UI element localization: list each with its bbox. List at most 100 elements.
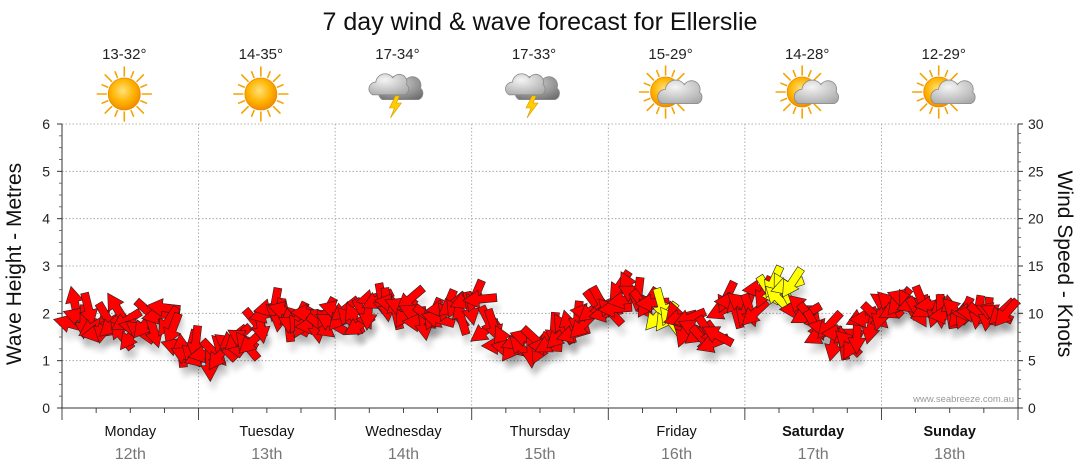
day-date-label: 16th [661, 446, 692, 463]
day-date-label: 13th [251, 446, 282, 463]
partly-cloudy-icon [775, 65, 839, 119]
cloud-shape [793, 79, 839, 104]
sun-ray [919, 72, 928, 81]
sun-ray [813, 103, 822, 112]
right-tick-label: 20 [1028, 211, 1044, 227]
sun-disc [244, 77, 278, 111]
temperature-label: 14-35° [239, 46, 283, 63]
sun-ray [655, 106, 660, 115]
sun-ray [792, 69, 797, 78]
day-date-label: 17th [798, 446, 829, 463]
sun-ray [929, 106, 934, 115]
day-labels: Monday 12th Tuesday 13th Wednesday 14th Thursd… [104, 424, 975, 463]
sun-ray [780, 97, 788, 102]
sun-ray [136, 74, 145, 83]
source-credit: www.seabreeze.com.au [912, 394, 1014, 405]
temperature-label: 17-34° [375, 46, 419, 63]
day-date-label: 12th [115, 446, 146, 463]
temperature-label: 13-32° [102, 46, 146, 63]
partly-cloudy-icon [911, 65, 976, 119]
left-tick-label: 5 [42, 163, 50, 179]
lightning-bolt [388, 95, 403, 119]
sun-ray [807, 106, 812, 115]
day-name-label: Thursday [510, 424, 571, 440]
temperature-label: 14-28° [785, 46, 829, 63]
right-tick-label: 25 [1028, 163, 1044, 179]
day-name-label: Sunday [924, 424, 976, 440]
sun-ray [130, 71, 135, 79]
wind-series [52, 264, 1021, 383]
sun-ray [276, 100, 284, 104]
sun-ray [944, 69, 949, 78]
temperature-label: 12-29° [922, 46, 966, 63]
sun-ray [782, 103, 791, 112]
sun-ray [104, 105, 113, 114]
sun-ray [114, 71, 119, 79]
sun-ray [240, 105, 249, 114]
sun-ray [916, 82, 924, 87]
right-axis-title: Wind Speed - Knots [1053, 171, 1076, 358]
left-tick-label: 3 [42, 258, 50, 274]
sun-ray [101, 84, 109, 88]
sun-ray [643, 97, 651, 102]
sun-ray [671, 69, 676, 78]
right-tick-label: 10 [1028, 305, 1044, 321]
sun-ray [671, 106, 676, 115]
wind-arrow [782, 266, 805, 298]
cloud-shape [657, 79, 703, 104]
sunny-icon [233, 66, 289, 122]
wind-arrow [701, 326, 735, 348]
sun-ray [929, 69, 934, 78]
sun-ray [916, 97, 924, 102]
left-tick-label: 6 [42, 116, 50, 132]
temperature-label: 15-29° [648, 46, 692, 63]
day-date-label: 14th [388, 446, 419, 463]
sun-ray [646, 72, 655, 81]
right-tick-label: 30 [1028, 116, 1044, 132]
day-name-label: Saturday [782, 424, 844, 440]
storm-icon [368, 73, 424, 119]
day-date-label: 18th [934, 446, 965, 463]
sun-ray [266, 109, 271, 117]
cloud-shape [930, 79, 976, 104]
lightning-bolt [525, 95, 539, 119]
sun-ray [140, 84, 148, 88]
temperature-label: 17-33° [512, 46, 556, 63]
partly-cloudy-icon [638, 65, 703, 119]
sun-ray [813, 72, 822, 81]
day-name-label: Tuesday [239, 424, 295, 440]
sun-ray [919, 103, 928, 112]
cloud-shape [505, 73, 546, 96]
wind-arrow [994, 297, 1021, 327]
chart-title: 7 day wind & wave forecast for Ellerslie [323, 8, 758, 36]
right-tick-label: 5 [1028, 353, 1036, 369]
left-axis-title: Wave Height - Metres [3, 163, 26, 365]
sun-ray [944, 106, 949, 115]
sun-ray [949, 72, 958, 81]
sun-ray [676, 103, 685, 112]
weather-icon-row [96, 65, 976, 122]
sunny-icon [96, 66, 153, 122]
sun-ray [140, 100, 148, 104]
sun-ray [101, 100, 109, 104]
sun-ray [643, 82, 651, 87]
day-name-label: Wednesday [365, 424, 442, 440]
sun-ray [646, 103, 655, 112]
sun-ray [266, 71, 271, 79]
sun-ray [104, 74, 113, 83]
cloud-shape [368, 73, 410, 96]
sun-ray [792, 106, 797, 115]
sun-ray [250, 109, 255, 117]
wind-arrow-shadow [745, 308, 773, 336]
temperature-row: 13-32° 14-35° 17-34° 17-33° 15-29° 14-28° 12-2… [102, 46, 966, 63]
day-date-label: 15th [524, 446, 555, 463]
sun-ray [240, 74, 249, 83]
sun-ray [782, 72, 791, 81]
sun-ray [237, 84, 246, 88]
sun-ray [272, 105, 281, 114]
left-tick-label: 4 [42, 211, 50, 227]
sun-ray [276, 84, 284, 88]
sun-ray [130, 109, 135, 117]
left-tick-label: 2 [42, 305, 50, 321]
